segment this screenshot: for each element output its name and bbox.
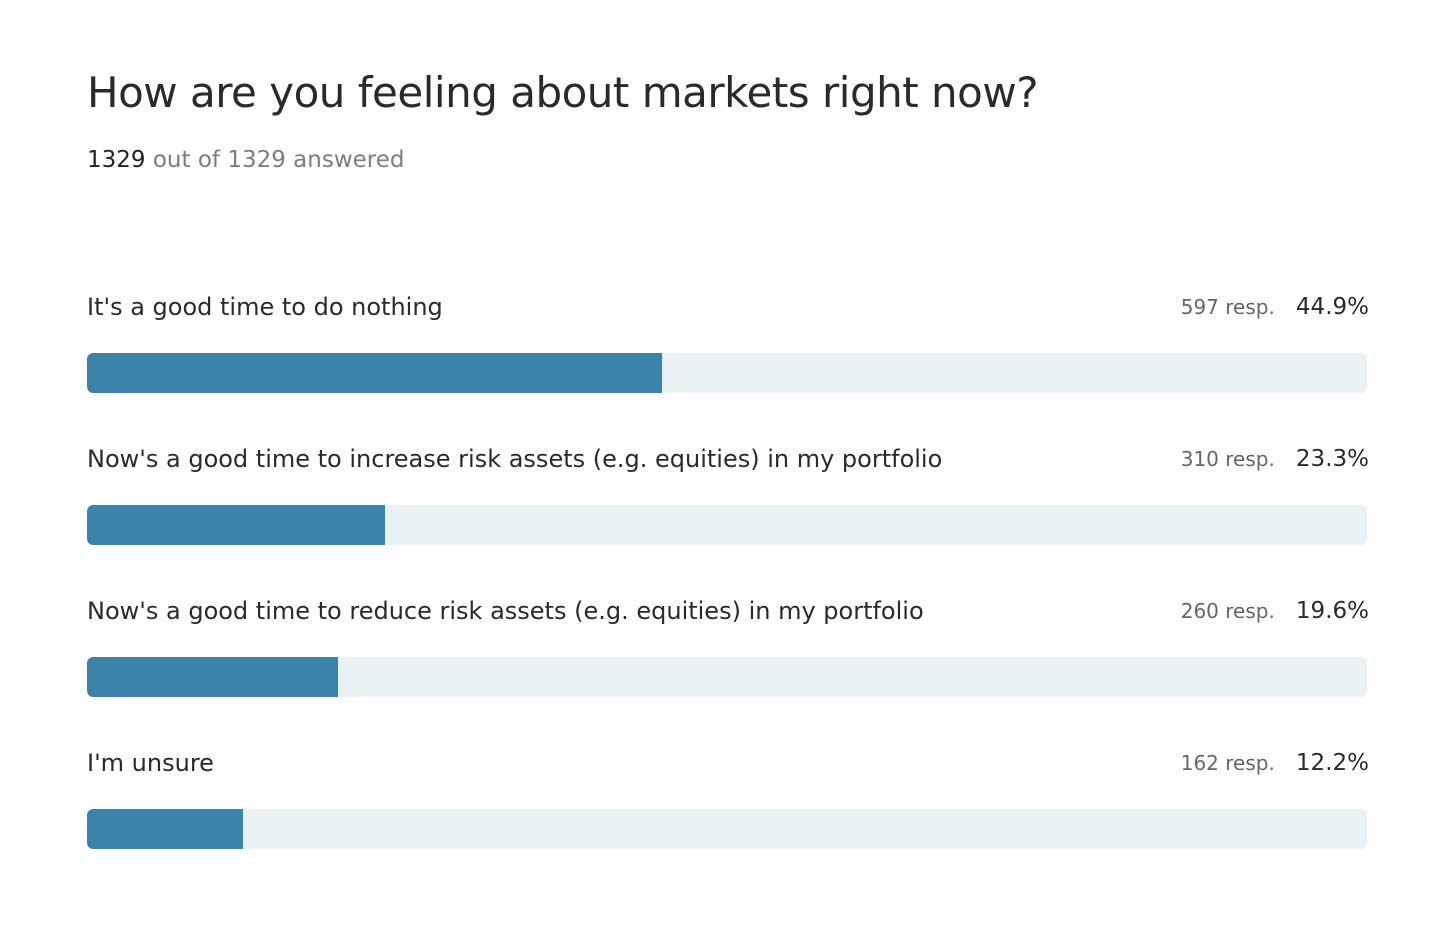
result-row: Now's a good time to reduce risk assets … — [87, 594, 1369, 746]
bar-fill — [87, 657, 338, 697]
option-label: Now's a good time to increase risk asset… — [87, 445, 943, 473]
option-stats: 260 resp. 19.6% — [1181, 598, 1369, 624]
bar-fill — [87, 353, 662, 393]
option-label: It's a good time to do nothing — [87, 293, 443, 321]
bar-fill — [87, 505, 386, 545]
response-count: 162 resp. — [1180, 751, 1275, 775]
result-row: It's a good time to do nothing 597 resp.… — [87, 290, 1369, 442]
page-title: How are you feeling about markets right … — [87, 68, 1039, 117]
percentage-label: 12.2% — [1295, 750, 1369, 776]
answered-summary: 1329 out of 1329 answered — [87, 147, 404, 173]
option-label: Now's a good time to reduce risk assets … — [87, 597, 924, 625]
results-list: It's a good time to do nothing 597 resp.… — [87, 290, 1369, 898]
response-count: 260 resp. — [1180, 599, 1275, 623]
bar-fill — [87, 809, 244, 849]
option-stats: 597 resp. 44.9% — [1181, 294, 1369, 320]
percentage-label: 23.3% — [1295, 446, 1369, 472]
response-count: 597 resp. — [1180, 295, 1275, 319]
bar-track — [87, 809, 1367, 849]
bar-track — [87, 353, 1367, 393]
option-stats: 162 resp. 12.2% — [1181, 750, 1369, 776]
answered-total: out of 1329 answered — [145, 147, 405, 173]
percentage-label: 19.6% — [1295, 598, 1369, 624]
option-label: I'm unsure — [87, 749, 214, 777]
bar-track — [87, 505, 1367, 545]
answered-count: 1329 — [87, 147, 146, 173]
result-row: Now's a good time to increase risk asset… — [87, 442, 1369, 594]
response-count: 310 resp. — [1180, 447, 1275, 471]
bar-track — [87, 657, 1367, 697]
option-stats: 310 resp. 23.3% — [1181, 446, 1369, 472]
result-row: I'm unsure 162 resp. 12.2% — [87, 746, 1369, 898]
percentage-label: 44.9% — [1295, 294, 1369, 320]
